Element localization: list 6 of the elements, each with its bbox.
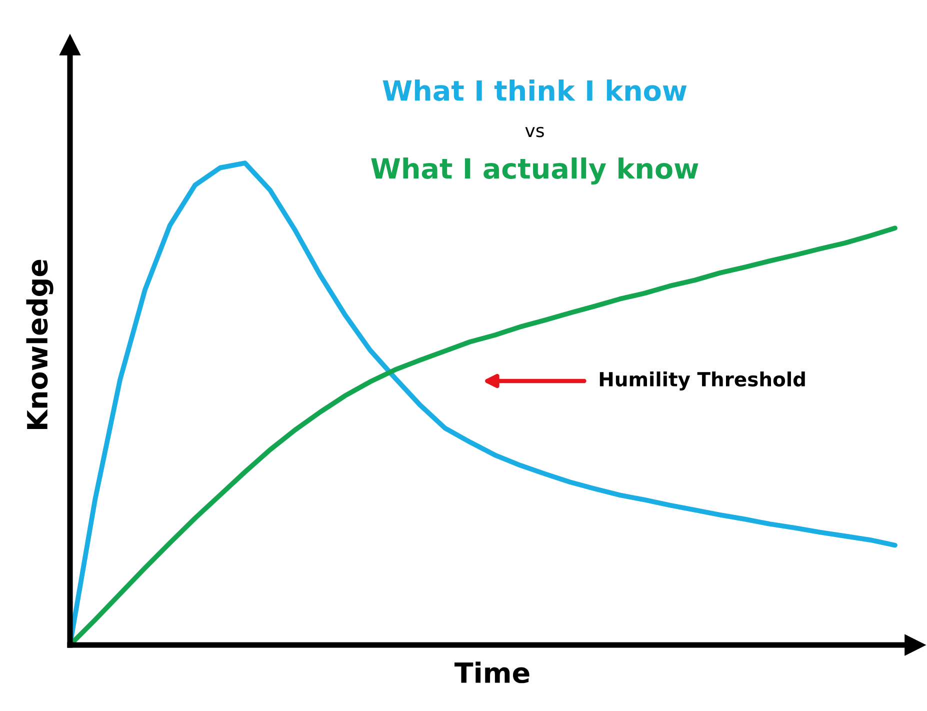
text: vs <box>525 126 544 138</box>
x-axis-title: Time <box>454 662 530 684</box>
annotation: Humility Threshold <box>600 372 805 390</box>
text: What I think I know <box>382 80 687 102</box>
text: What I actually know <box>371 157 698 185</box>
y-axis-title: Knowledge <box>26 260 54 429</box>
